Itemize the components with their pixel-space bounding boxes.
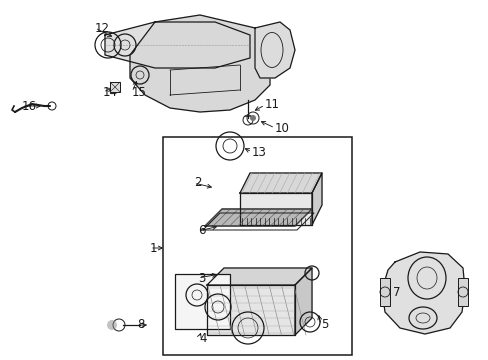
Polygon shape <box>294 268 311 335</box>
Text: 6: 6 <box>198 225 205 238</box>
Polygon shape <box>206 268 311 285</box>
Bar <box>457 278 467 306</box>
Polygon shape <box>105 22 249 68</box>
Polygon shape <box>240 173 321 193</box>
Text: 4: 4 <box>199 332 206 345</box>
Text: 16: 16 <box>22 99 37 112</box>
Text: 11: 11 <box>264 99 280 112</box>
Text: 5: 5 <box>320 319 328 332</box>
Bar <box>163 137 351 355</box>
Polygon shape <box>240 193 311 225</box>
Bar <box>379 278 389 306</box>
Text: 8: 8 <box>137 319 144 332</box>
Text: 2: 2 <box>194 176 201 189</box>
Text: 10: 10 <box>274 122 289 135</box>
Bar <box>110 82 120 92</box>
Polygon shape <box>381 252 464 334</box>
Circle shape <box>249 115 256 121</box>
Text: 3: 3 <box>198 271 205 284</box>
Text: 12: 12 <box>95 22 110 35</box>
Text: 13: 13 <box>251 145 266 158</box>
Polygon shape <box>206 285 294 335</box>
Polygon shape <box>254 22 294 78</box>
Text: 1: 1 <box>150 242 157 255</box>
Polygon shape <box>311 173 321 225</box>
Bar <box>175 274 229 329</box>
Text: 7: 7 <box>392 287 400 300</box>
Polygon shape <box>130 15 269 112</box>
Polygon shape <box>204 209 311 226</box>
Text: 14: 14 <box>103 85 118 99</box>
Text: 15: 15 <box>132 85 146 99</box>
Circle shape <box>107 320 117 330</box>
Text: 9: 9 <box>278 62 285 75</box>
